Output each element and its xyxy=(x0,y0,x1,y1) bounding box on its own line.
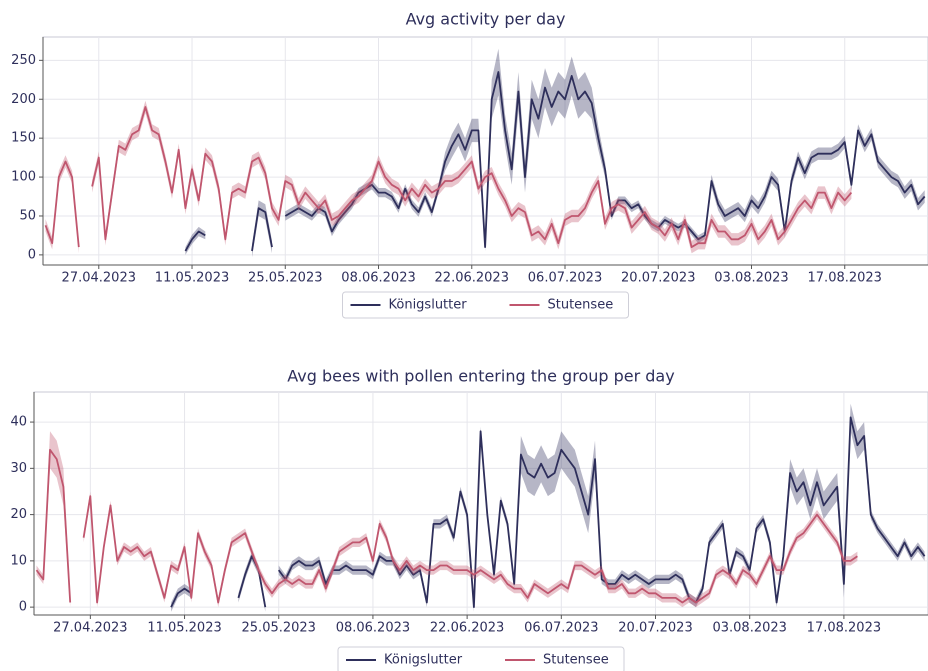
x-tick-label: 20.07.2023 xyxy=(621,271,695,286)
y-tick-label: 100 xyxy=(11,170,36,185)
legend-label: Königslutter xyxy=(389,298,468,313)
x-tick-label: 17.08.2023 xyxy=(807,621,881,636)
x-tick-label: 11.05.2023 xyxy=(147,621,221,636)
y-tick-label: 150 xyxy=(11,131,36,146)
x-tick-label: 22.06.2023 xyxy=(435,271,509,286)
plot-area xyxy=(33,391,928,616)
legend-label: Stutensee xyxy=(548,298,614,313)
x-tick-label: 27.04.2023 xyxy=(62,271,136,286)
x-tick-label: 27.04.2023 xyxy=(53,621,127,636)
y-tick-label: 50 xyxy=(19,208,36,223)
x-tick-label: 20.07.2023 xyxy=(618,621,692,636)
chart-title: Avg activity per day xyxy=(406,10,566,29)
legend-label: Stutensee xyxy=(543,653,609,668)
y-tick-label: 10 xyxy=(10,553,27,568)
legend-label: Königslutter xyxy=(384,653,463,668)
series-line xyxy=(170,416,926,608)
x-tick-label: 25.05.2023 xyxy=(242,621,316,636)
y-tick-label: 30 xyxy=(10,461,27,476)
error-band xyxy=(45,100,852,254)
x-tick-label: 08.06.2023 xyxy=(341,271,415,286)
x-tick-label: 25.05.2023 xyxy=(248,271,322,286)
legend xyxy=(337,646,625,671)
error-band xyxy=(185,48,925,258)
x-tick-label: 06.07.2023 xyxy=(524,621,598,636)
series-line xyxy=(184,71,926,252)
y-tick-label: 0 xyxy=(19,600,27,615)
x-tick-label: 03.08.2023 xyxy=(714,271,788,286)
chart-title: Avg bees with pollen entering the group … xyxy=(287,367,674,386)
y-tick-label: 40 xyxy=(10,415,27,430)
y-tick-label: 20 xyxy=(10,507,27,522)
x-tick-label: 03.08.2023 xyxy=(712,621,786,636)
y-tick-label: 250 xyxy=(11,53,36,68)
x-tick-label: 22.06.2023 xyxy=(430,621,504,636)
x-tick-label: 06.07.2023 xyxy=(528,271,602,286)
y-tick-label: 200 xyxy=(11,92,36,107)
legend xyxy=(342,291,629,319)
series-line xyxy=(35,448,858,604)
x-tick-label: 08.06.2023 xyxy=(336,621,410,636)
x-tick-label: 17.08.2023 xyxy=(808,271,882,286)
x-tick-label: 11.05.2023 xyxy=(155,271,229,286)
series-line xyxy=(44,106,853,248)
y-tick-label: 0 xyxy=(28,247,36,262)
